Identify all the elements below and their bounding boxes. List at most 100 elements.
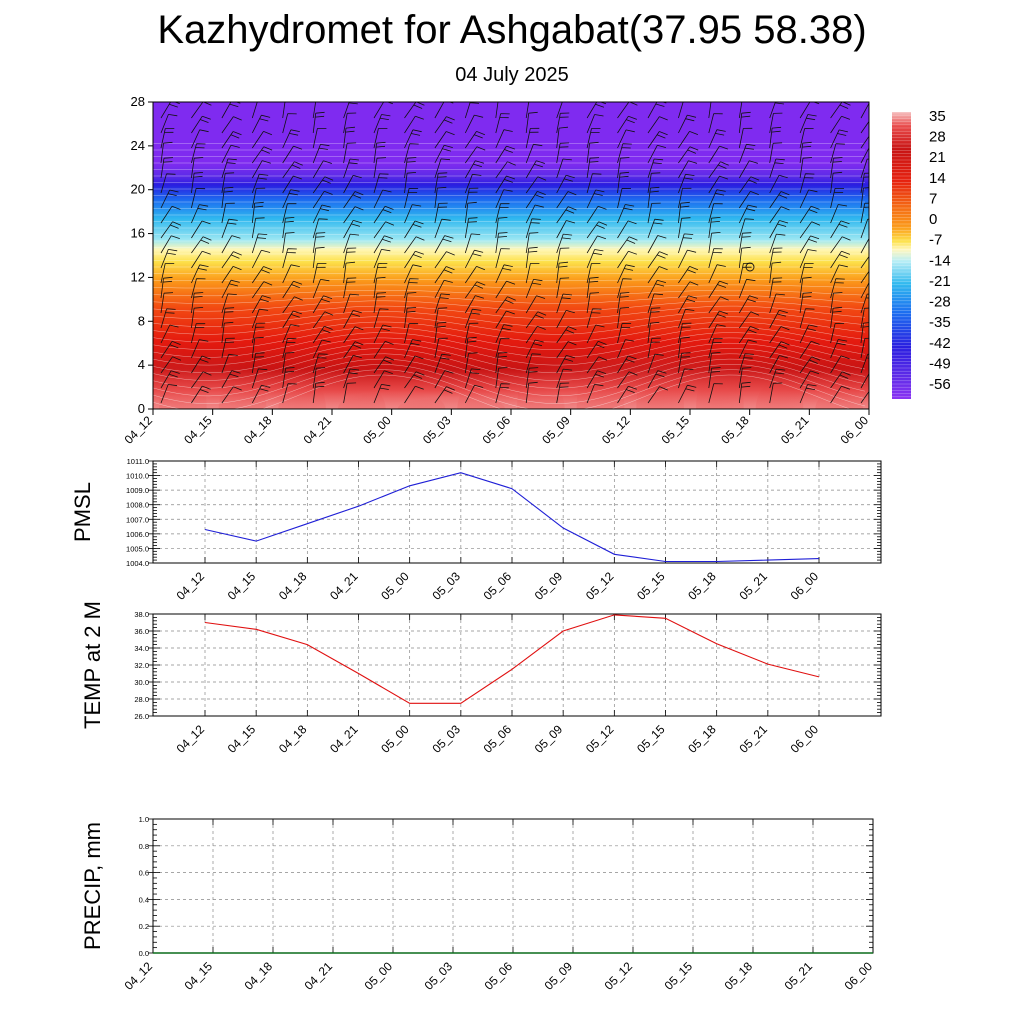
wind-barb — [678, 384, 697, 404]
wind-barb — [160, 173, 176, 194]
wind-barb — [769, 382, 783, 404]
wind-barb — [464, 146, 486, 164]
wind-barb — [404, 129, 422, 149]
contour-line — [153, 337, 866, 366]
y-axis-label: PRECIP, mm — [80, 822, 105, 950]
x-tick-label: 05_21 — [736, 569, 770, 603]
wind-barb — [678, 160, 698, 179]
wind-barb — [312, 311, 334, 329]
x-tick-label: 05_06 — [480, 413, 514, 447]
colorbar-label: -28 — [929, 294, 951, 311]
wind-barb — [343, 206, 364, 224]
wind-barb — [343, 142, 357, 164]
wind-barb — [647, 293, 664, 314]
wind-barb — [738, 160, 759, 179]
wind-barb — [708, 189, 726, 209]
y-tick-label: 1004.0 — [126, 559, 149, 568]
wind-barb — [404, 157, 417, 179]
y-tick-label: 4 — [138, 357, 145, 372]
wind-barb — [160, 324, 179, 344]
wind-barb — [434, 131, 455, 149]
wind-barb — [312, 232, 326, 254]
wind-barb — [860, 102, 869, 119]
wind-barb — [312, 128, 327, 149]
wind-barb — [464, 173, 482, 194]
wind-barb — [343, 341, 364, 359]
wind-barb — [678, 131, 699, 149]
wind-barb — [191, 250, 211, 269]
wind-barb — [282, 203, 297, 224]
wind-barb — [251, 352, 265, 374]
wind-barb — [343, 310, 362, 329]
wind-barb — [860, 322, 869, 344]
wind-barb — [556, 142, 570, 164]
x-tick-label: 05_15 — [634, 722, 668, 756]
wind-barb — [678, 201, 690, 224]
wind-barb — [678, 102, 684, 119]
wind-barb — [495, 129, 513, 149]
wind-barb — [495, 161, 516, 179]
y-tick-label: 28 — [131, 94, 145, 109]
wind-barb — [191, 323, 206, 344]
surface-temperature-cell — [815, 381, 869, 409]
wind-barbs — [160, 102, 869, 404]
y-tick-label: 1007.0 — [126, 515, 149, 524]
wind-barb — [282, 175, 302, 194]
wind-barb — [647, 202, 661, 224]
precip-panel: 0.0 0.2 0.4 0.6 0.8 1.0 04_12 04_15 04_18 04_21 05… — [80, 815, 875, 993]
wind-barb — [160, 157, 174, 179]
wind-barb — [343, 191, 364, 209]
wind-barb — [556, 341, 577, 359]
x-tick-label: 05_12 — [583, 722, 617, 756]
wind-barb — [799, 356, 821, 374]
wind-barb — [404, 204, 422, 224]
colorbar-label: -7 — [929, 232, 942, 249]
gridlines — [153, 614, 881, 716]
wind-barb — [312, 353, 328, 374]
wind-barb — [434, 116, 455, 134]
wind-barb — [343, 326, 364, 344]
y-tick-label: 26.0 — [134, 712, 149, 721]
wind-barb — [160, 114, 178, 134]
wind-barb — [678, 233, 694, 254]
colorbar: 35 28 21 14 7 0 -7 -14 -21 -28 -35 -42 -49 -56 — [892, 108, 951, 399]
wind-barb — [191, 385, 211, 404]
wind-barb — [160, 370, 180, 389]
wind-barb — [860, 270, 869, 284]
wind-barb — [404, 220, 424, 239]
wind-barb — [647, 370, 667, 389]
wind-barb — [434, 307, 448, 329]
wind-barb — [251, 384, 271, 404]
contour-line — [153, 327, 866, 350]
x-tick-label: 06_00 — [788, 569, 822, 603]
wind-barb — [160, 292, 174, 314]
wind-barb — [678, 368, 694, 389]
wind-barb — [404, 307, 417, 329]
wind-barb — [860, 372, 869, 389]
wind-barb — [464, 322, 479, 344]
x-tick-label: 05_09 — [539, 413, 573, 447]
wind-barb — [738, 204, 757, 224]
x-tick-label: 04_18 — [276, 722, 310, 756]
wind-barb — [586, 114, 604, 134]
wind-barb — [617, 278, 632, 299]
wind-barb — [708, 161, 729, 179]
x-tick-label: 04_12 — [122, 413, 156, 447]
y-tick-label: 0.4 — [139, 895, 149, 904]
wind-barb — [312, 279, 330, 299]
wind-barb — [251, 217, 265, 239]
wind-barb — [708, 102, 718, 119]
wind-barb — [860, 353, 869, 374]
wind-barb — [495, 338, 510, 359]
contour-line — [153, 353, 866, 389]
wind-barb — [221, 202, 235, 224]
wind-barb — [464, 131, 486, 149]
wind-barb — [799, 308, 815, 329]
wind-barb — [282, 217, 295, 239]
wind-barb — [860, 237, 869, 254]
wind-barb — [769, 247, 783, 269]
wind-barb — [586, 189, 605, 209]
wind-barb — [647, 266, 668, 284]
contour-line — [153, 289, 866, 297]
wind-barb — [495, 203, 510, 224]
